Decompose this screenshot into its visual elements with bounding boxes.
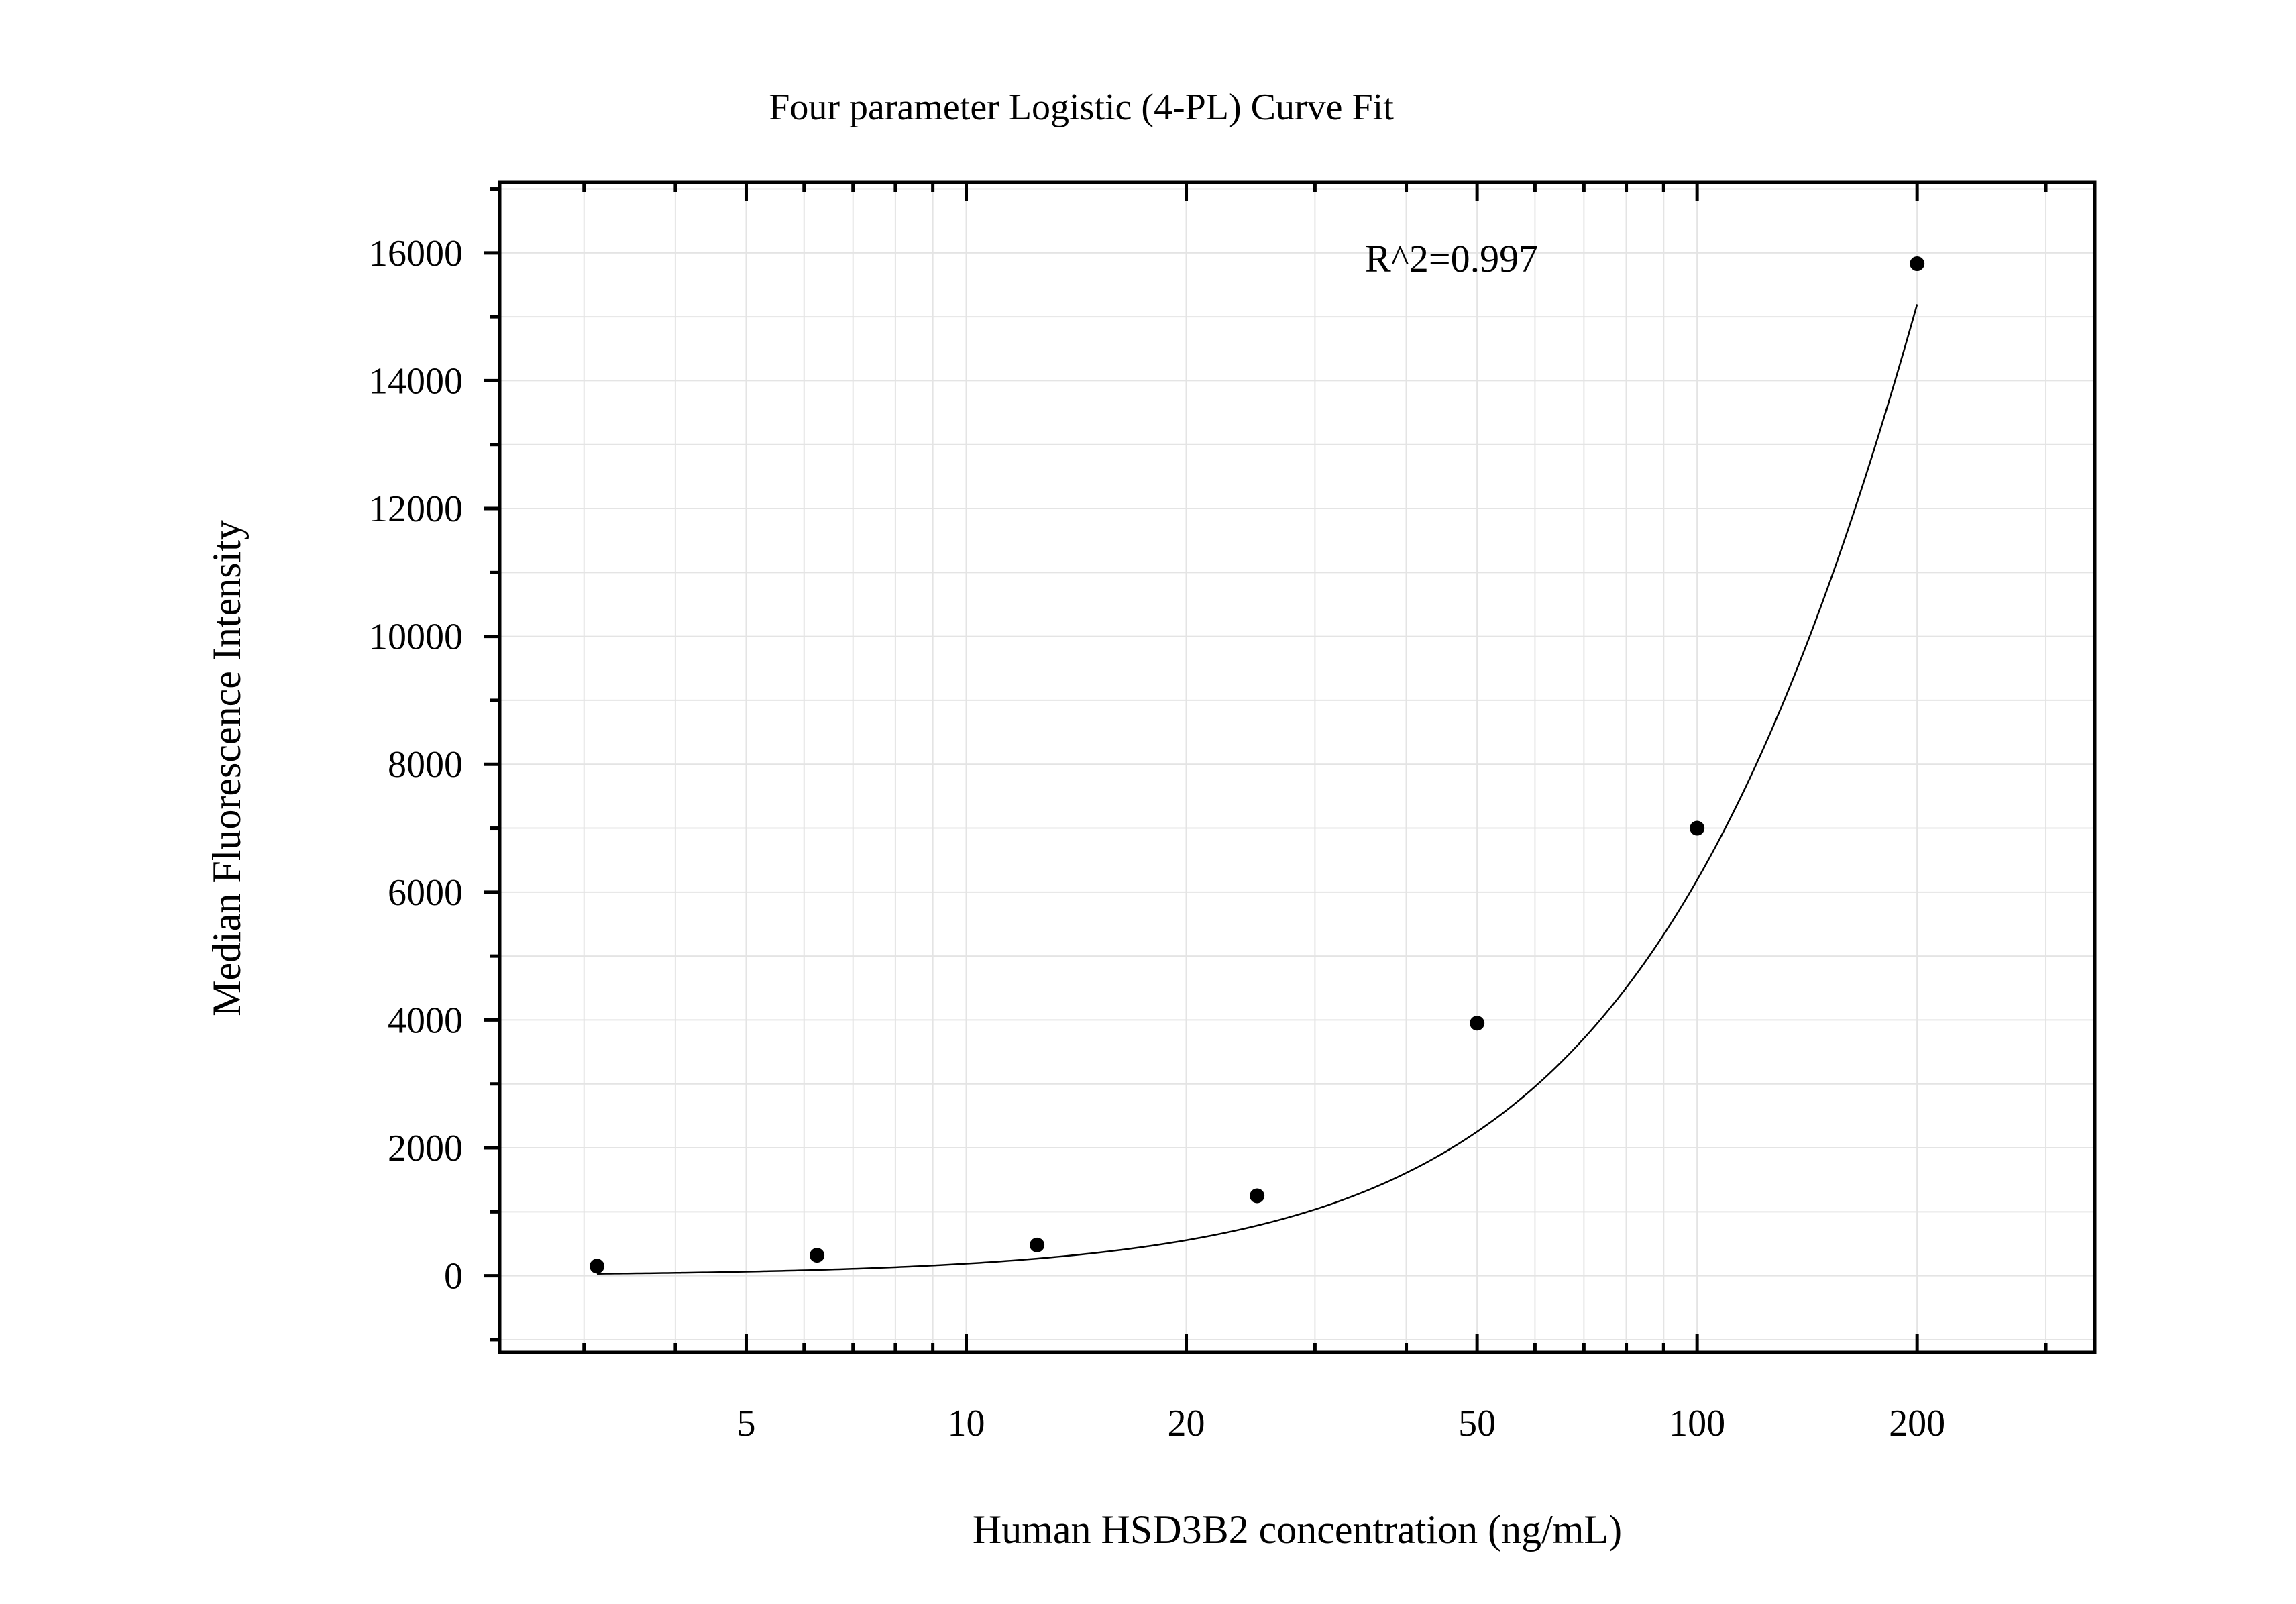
y-tick-label: 16000: [369, 233, 463, 274]
fit-curve-line: [597, 304, 1918, 1275]
data-point: [1910, 256, 1925, 272]
x-tick-label: 100: [1669, 1403, 1725, 1444]
data-point: [1470, 1016, 1485, 1031]
x-tick-label: 20: [1168, 1403, 1205, 1444]
data-points: [590, 256, 1925, 1274]
y-tick-label: 10000: [369, 617, 463, 658]
y-tick-label: 2000: [388, 1128, 463, 1169]
x-tick-labels: 5 10 20 50 100 200: [736, 1403, 1945, 1444]
data-point: [1690, 820, 1705, 836]
y-tick-labels: 0 2000 4000 6000 8000 10000 12000 14000 16000: [369, 233, 463, 1297]
x-tick-label: 200: [1889, 1403, 1945, 1444]
r-squared-annotation: R^2=0.997: [1365, 237, 1538, 280]
y-tick-label: 14000: [369, 360, 463, 402]
y-tick-label: 8000: [388, 744, 463, 786]
data-point: [590, 1259, 605, 1274]
data-point: [810, 1248, 825, 1263]
y-axis-label: Median Fluorescence Intensity: [205, 520, 249, 1016]
data-point: [1030, 1237, 1045, 1252]
gridlines: [500, 182, 2095, 1352]
axis-ticks: [484, 182, 2048, 1352]
x-tick-label: 5: [736, 1403, 755, 1444]
data-point: [1250, 1188, 1265, 1204]
y-tick-label: 4000: [388, 1000, 463, 1041]
chart-title: Four parameter Logistic (4-PL) Curve Fit: [769, 87, 1394, 128]
y-tick-label: 6000: [388, 872, 463, 914]
x-tick-label: 50: [1458, 1403, 1496, 1444]
y-tick-label: 12000: [369, 488, 463, 530]
x-tick-label: 10: [947, 1403, 985, 1444]
y-tick-label: 0: [444, 1256, 463, 1297]
x-axis-label: Human HSD3B2 concentration (ng/mL): [973, 1507, 1622, 1552]
plot-frame: [498, 180, 2097, 1354]
